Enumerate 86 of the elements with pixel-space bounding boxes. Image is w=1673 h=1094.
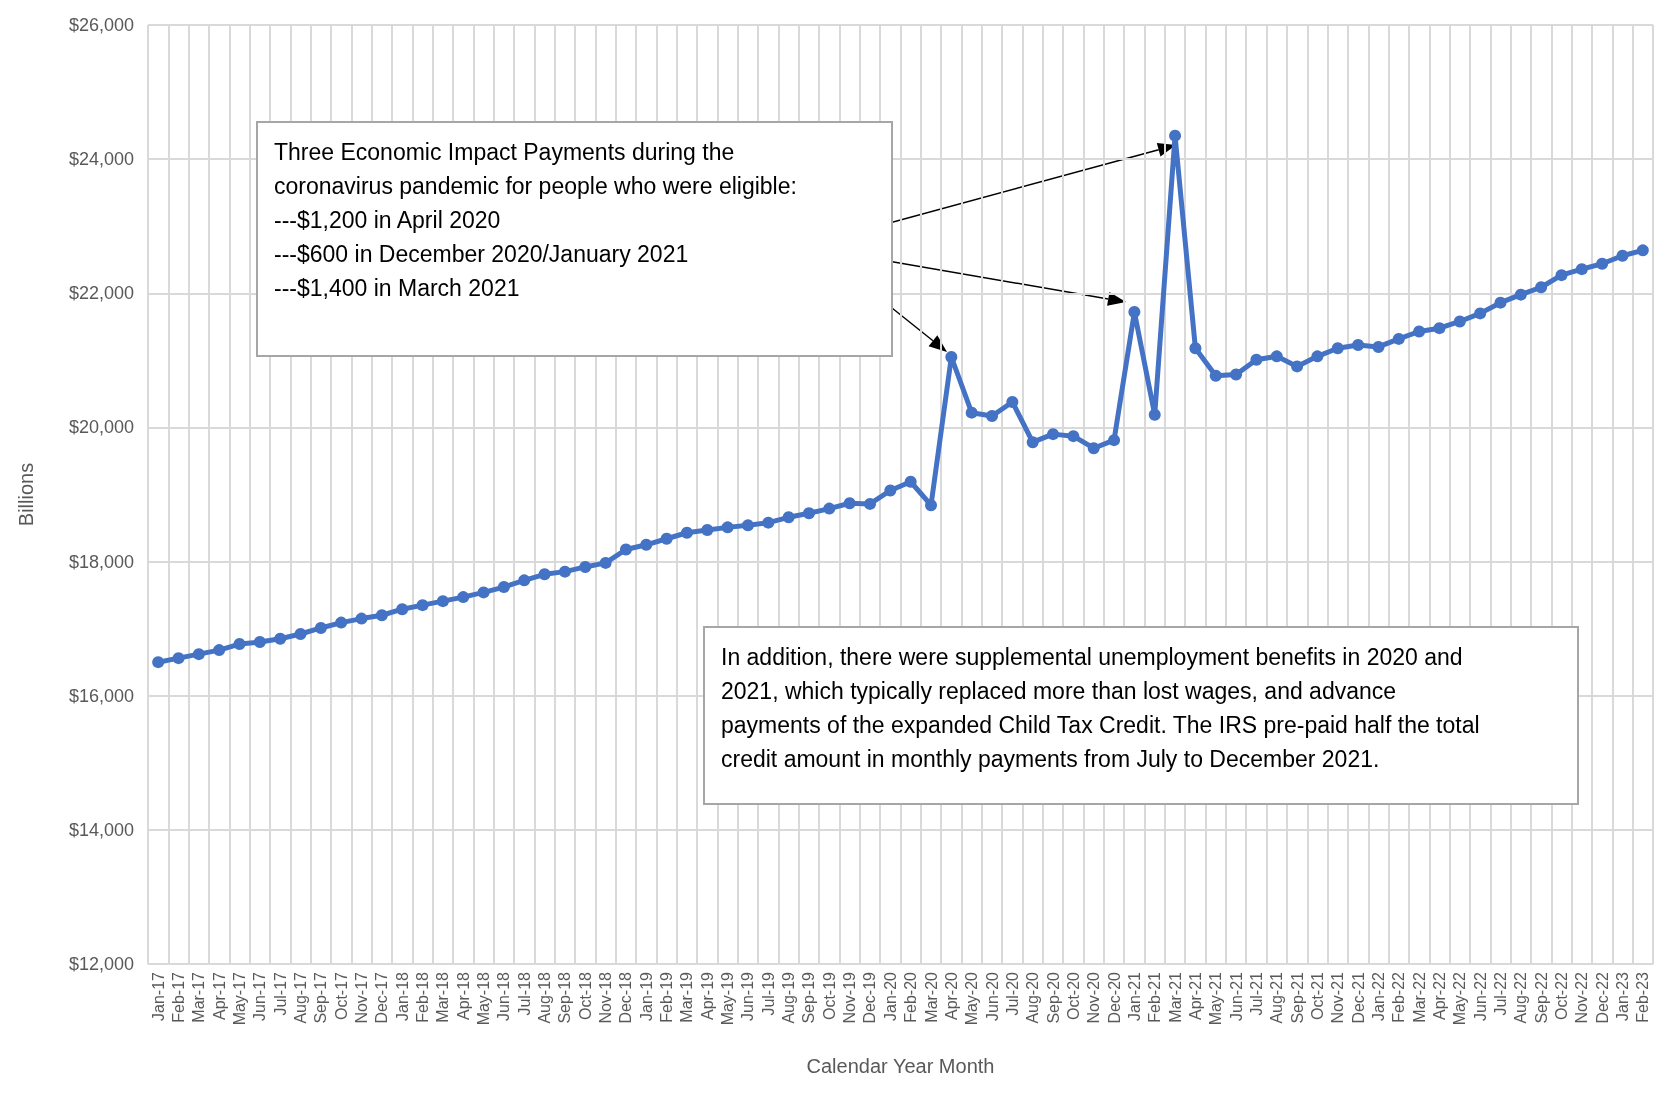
x-tick-label: Sep-19 [800, 971, 818, 1024]
x-tick-label: Aug-18 [536, 971, 554, 1024]
x-tick-label: May-19 [719, 971, 737, 1026]
x-tick-label: Oct-22 [1552, 971, 1570, 1021]
y-axis-title: Billions [15, 462, 37, 527]
x-tick-label: Mar-20 [922, 971, 940, 1023]
x-tick-label: Feb-17 [170, 971, 188, 1023]
x-tick-label: Mar-22 [1410, 971, 1428, 1023]
x-tick-label: May-22 [1451, 971, 1469, 1026]
x-tick-label: Apr-19 [698, 971, 716, 1021]
note-box: Three Economic Impact Payments during the coronavirus pandemic for people who were eligible: ---$1,200 in April 2020 ---$600 in December 2020/January 2021 ---$1,400 in March 2021 [256, 121, 893, 357]
x-tick-label: Dec-18 [617, 971, 635, 1024]
x-tick-label: Jan-22 [1369, 971, 1387, 1021]
x-tick-label: Jun-20 [983, 971, 1001, 1021]
x-tick-label: Jun-21 [1227, 971, 1245, 1021]
x-tick-label: Jul-22 [1491, 971, 1509, 1016]
x-tick-label: Aug-20 [1024, 971, 1042, 1024]
x-tick-label: Aug-19 [780, 971, 798, 1024]
x-tick-label: Mar-17 [190, 971, 208, 1023]
x-tick-label: Nov-21 [1329, 971, 1347, 1024]
x-tick-label: May-20 [963, 971, 981, 1026]
x-tick-label: Jul-17 [271, 971, 289, 1016]
x-tick-label: Jun-17 [251, 971, 269, 1021]
x-tick-label: Jan-17 [149, 971, 167, 1021]
y-tick-label: $12,000 [68, 954, 134, 974]
x-axis-title: Calendar Year Month [806, 1055, 995, 1077]
x-tick-label: Feb-23 [1634, 971, 1652, 1023]
x-tick-label: Feb-21 [1146, 971, 1164, 1023]
x-tick-label: Dec-22 [1593, 971, 1611, 1024]
x-tick-label: Mar-21 [1166, 971, 1184, 1023]
x-tick-label: Apr-21 [1186, 971, 1204, 1021]
x-tick-label: Aug-17 [292, 971, 310, 1024]
x-tick-label: Jul-19 [759, 971, 777, 1016]
x-tick-label: Oct-17 [332, 971, 350, 1021]
x-tick-label: May-18 [475, 971, 493, 1026]
x-tick-label: Feb-18 [414, 971, 432, 1023]
x-tick-label: Feb-20 [902, 971, 920, 1023]
x-tick-label: Apr-22 [1430, 971, 1448, 1021]
x-tick-label: Jun-22 [1471, 971, 1489, 1021]
note-box: In addition, there were supplemental unemployment benefits in 2020 and 2021, which typically replaced more than lost wages, and advance payments of the expanded Child Tax Credit. The IRS pre-paid half the total credit amount in monthly payments from July to December 2021. [703, 626, 1579, 805]
x-tick-label: Sep-20 [1044, 971, 1062, 1024]
x-tick-label: Sep-22 [1532, 971, 1550, 1024]
x-tick-label: Jul-20 [1003, 971, 1021, 1016]
x-tick-label: May-21 [1207, 971, 1225, 1026]
x-tick-label: Apr-18 [454, 971, 472, 1021]
x-tick-label: Jan-20 [881, 971, 899, 1021]
x-tick-label: Jan-18 [393, 971, 411, 1021]
x-tick-label: Jun-19 [739, 971, 757, 1021]
x-tick-label: Jul-18 [515, 971, 533, 1016]
x-tick-label: Nov-19 [841, 971, 859, 1024]
x-tick-label: Oct-18 [576, 971, 594, 1021]
x-tick-label: Dec-21 [1349, 971, 1367, 1024]
x-tick-label: Aug-22 [1512, 971, 1530, 1024]
x-tick-label: Aug-21 [1268, 971, 1286, 1024]
x-tick-label: Oct-21 [1308, 971, 1326, 1021]
x-tick-label: Nov-17 [353, 971, 371, 1024]
x-tick-label: Sep-21 [1288, 971, 1306, 1024]
x-tick-label: Dec-20 [1105, 971, 1123, 1024]
x-tick-label: Feb-19 [658, 971, 676, 1023]
x-tick-label: Apr-20 [942, 971, 960, 1021]
x-tick-label: Sep-18 [556, 971, 574, 1024]
y-tick-label: $18,000 [68, 551, 134, 572]
x-tick-label: Nov-20 [1085, 971, 1103, 1024]
x-tick-label: Nov-22 [1573, 971, 1591, 1024]
y-tick-label: $24,000 [68, 149, 134, 170]
x-tick-label: Oct-20 [1064, 971, 1082, 1021]
x-tick-label: Oct-19 [820, 971, 838, 1021]
y-tick-label: $14,000 [68, 819, 134, 840]
x-tick-label: Dec-19 [861, 971, 879, 1024]
y-tick-label: $26,000 [68, 15, 134, 35]
x-tick-label: Jan-19 [637, 971, 655, 1021]
x-tick-label: Mar-18 [434, 971, 452, 1023]
y-tick-label: $16,000 [68, 685, 134, 706]
x-tick-label: Mar-19 [678, 971, 696, 1023]
x-tick-label: Dec-17 [373, 971, 391, 1024]
x-tick-label: Jun-18 [495, 971, 513, 1021]
x-tick-label: May-17 [231, 971, 249, 1026]
x-tick-label: Feb-22 [1390, 971, 1408, 1023]
x-tick-label: Apr-17 [210, 971, 228, 1021]
x-tick-label: Jan-21 [1125, 971, 1143, 1021]
x-tick-label: Jan-23 [1613, 971, 1631, 1021]
y-tick-label: $22,000 [68, 283, 134, 304]
y-tick-label: $20,000 [68, 417, 134, 438]
x-tick-label: Jul-21 [1247, 971, 1265, 1016]
x-tick-label: Sep-17 [312, 971, 330, 1024]
x-tick-label: Nov-18 [597, 971, 615, 1024]
